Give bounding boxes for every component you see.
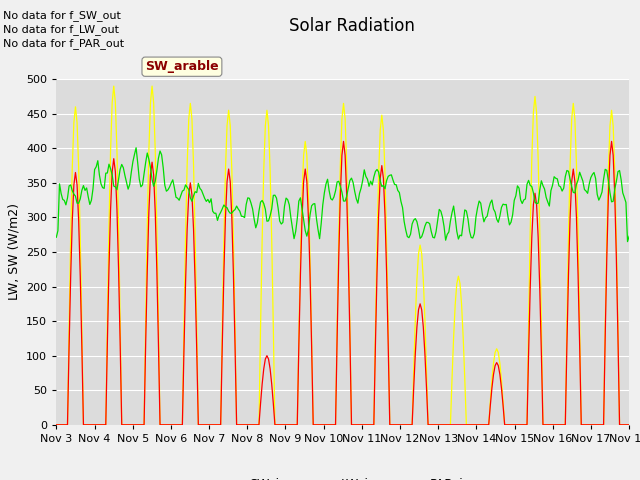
Text: SW_arable: SW_arable (145, 60, 219, 73)
Legend: SW_in, LW_in, PAR_in: SW_in, LW_in, PAR_in (209, 471, 477, 480)
Y-axis label: LW, SW (W/m2): LW, SW (W/m2) (8, 204, 20, 300)
Text: No data for f_SW_out: No data for f_SW_out (3, 10, 121, 21)
Text: No data for f_LW_out: No data for f_LW_out (3, 24, 119, 35)
Text: No data for f_PAR_out: No data for f_PAR_out (3, 38, 124, 49)
Text: Solar Radiation: Solar Radiation (289, 17, 415, 35)
